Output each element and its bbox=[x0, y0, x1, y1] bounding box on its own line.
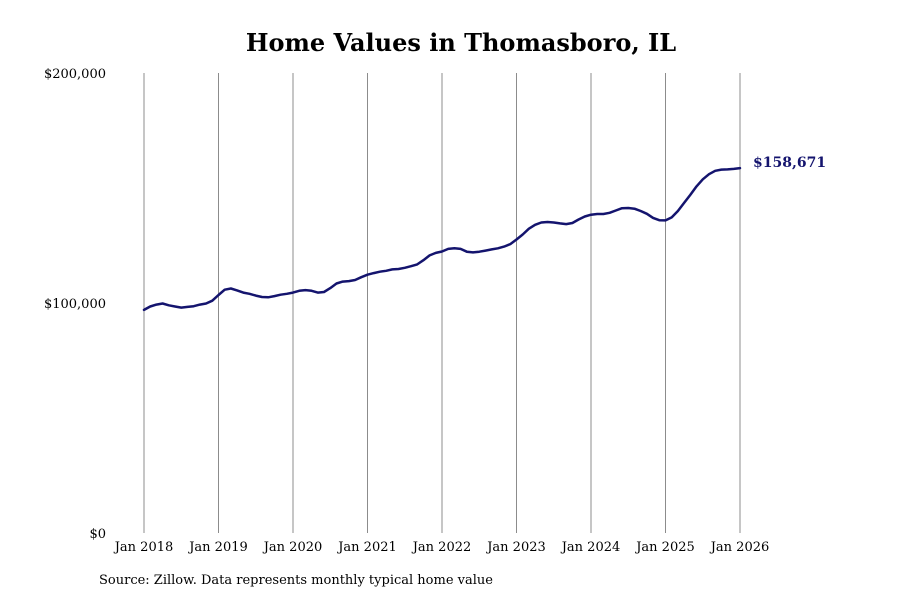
chart-title: Home Values in Thomasboro, IL bbox=[245, 28, 677, 57]
y-tick-label: $100,000 bbox=[44, 297, 106, 312]
source-note: Source: Zillow. Data represents monthly … bbox=[99, 573, 493, 588]
x-tick-label: Jan 2026 bbox=[709, 540, 770, 555]
y-tick-label: $200,000 bbox=[44, 67, 106, 82]
y-tick-label: $0 bbox=[89, 527, 106, 542]
series-layer bbox=[142, 166, 742, 312]
x-tick-label: Jan 2022 bbox=[411, 540, 472, 555]
x-tick-label: Jan 2024 bbox=[560, 540, 621, 555]
x-tick-label: Jan 2023 bbox=[485, 540, 546, 555]
y-axis-labels: $0 $100,000 $200,000 bbox=[44, 67, 106, 542]
end-value-label: $158,671 bbox=[753, 155, 826, 171]
gridlines bbox=[143, 73, 741, 533]
x-tick-label: Jan 2021 bbox=[336, 540, 397, 555]
x-tick-label: Jan 2025 bbox=[634, 540, 695, 555]
x-tick-label: Jan 2019 bbox=[187, 540, 248, 555]
x-axis-labels: Jan 2018 Jan 2019 Jan 2020 Jan 2021 Jan 2022… bbox=[113, 540, 770, 555]
x-tick-label: Jan 2020 bbox=[262, 540, 323, 555]
x-tick-label: Jan 2018 bbox=[113, 540, 174, 555]
annotations: $158,671 bbox=[753, 155, 826, 171]
series-line bbox=[142, 166, 742, 312]
